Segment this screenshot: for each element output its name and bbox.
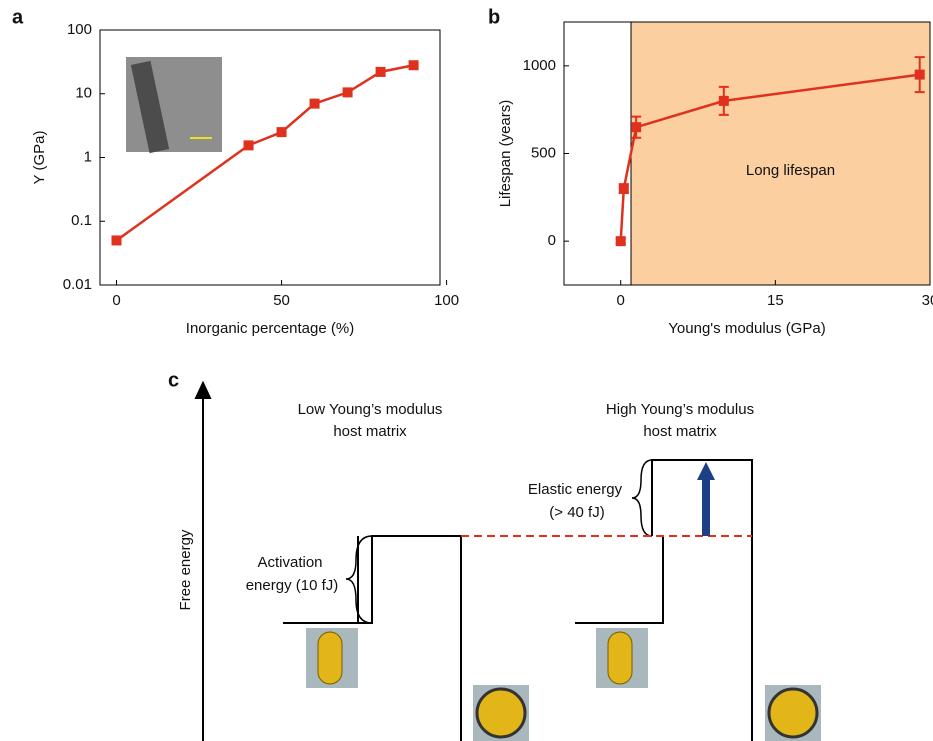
panel-label: a (12, 6, 24, 28)
panel-label: c (168, 369, 179, 391)
data-point (375, 66, 386, 77)
particle-icons (306, 628, 821, 741)
shaded-region (631, 22, 930, 285)
plot: 0 50 100 0.01 0.1 1 10 100 Inorganic percentage … (31, 21, 459, 337)
data-point (342, 87, 353, 98)
y-axis-label: Lifespan (years) (497, 100, 514, 208)
x-tick-label: 30 (922, 292, 933, 309)
inset-image (126, 57, 222, 154)
matrix-label: High Young’s modulus (606, 401, 754, 418)
data-point (243, 140, 254, 151)
x-tick-label: 0 (112, 292, 120, 309)
y-tick-label: 0.1 (71, 212, 92, 229)
diagram-lines (194, 380, 753, 741)
data-point (309, 98, 320, 109)
y-tick-label: 1 (84, 148, 92, 165)
x-tick-label: 0 (617, 292, 625, 309)
y-tick-label: 500 (531, 144, 556, 161)
energy-label: Activation (257, 554, 322, 571)
matrix-label: host matrix (643, 423, 717, 440)
y-tick-label: 10 (75, 85, 92, 102)
x-tick-label: 100 (434, 292, 459, 309)
y-tick-label: 0 (548, 232, 556, 249)
data-point (618, 183, 629, 194)
y-tick-label: 100 (67, 21, 92, 38)
matrix-label: host matrix (333, 423, 407, 440)
energy-label: energy (10 fJ) (246, 577, 339, 594)
data-point (111, 235, 122, 246)
energy-label: (> 40 fJ) (549, 504, 604, 521)
matrix-label: Low Young’s modulus (298, 401, 443, 418)
x-axis-label: Inorganic percentage (%) (186, 320, 354, 337)
x-tick-label: 50 (273, 292, 290, 309)
data-point (718, 95, 729, 106)
axis-label: Free energy (177, 529, 194, 610)
x-tick-label: 15 (767, 292, 784, 309)
panel-label: b (488, 6, 500, 28)
data-point (914, 69, 925, 80)
y-axis-label: Y (GPa) (31, 131, 48, 185)
data-point (276, 127, 287, 138)
x-axis-label: Young's modulus (GPa) (668, 320, 825, 337)
energy-label: Elastic energy (528, 481, 623, 498)
annotation: Long lifespan (746, 162, 835, 179)
data-point (408, 60, 419, 71)
data-point (631, 122, 642, 133)
y-tick-label: 1000 (523, 57, 556, 74)
y-tick-label: 0.01 (63, 276, 92, 293)
plot: Long lifespan 0 15 30 0 500 1000 Young's modulu… (497, 21, 933, 337)
data-point (615, 236, 626, 247)
elastic-arrow (697, 462, 715, 536)
